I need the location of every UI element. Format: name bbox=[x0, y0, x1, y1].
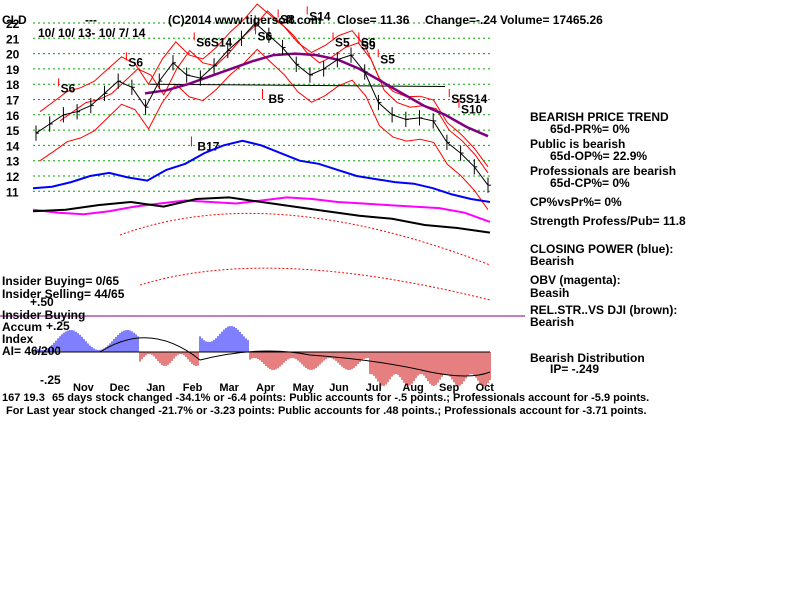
dashes: --- bbox=[85, 13, 97, 27]
cpvspr-value: CP%vsPr%= 0% bbox=[530, 195, 622, 209]
symbol: CLD bbox=[2, 13, 27, 27]
cp-value: 65d-CP%= 0% bbox=[550, 176, 630, 190]
close-value: Close= 11.36 bbox=[337, 13, 410, 27]
moving-average bbox=[144, 52, 489, 138]
month-label: Jan bbox=[146, 382, 165, 394]
price-line bbox=[35, 22, 489, 186]
accum-label: Accum bbox=[2, 320, 43, 334]
support-line bbox=[149, 83, 446, 87]
strength-value: Strength Profess/Pub= 11.8 bbox=[530, 214, 686, 228]
change-value: Change=-.24 bbox=[425, 13, 497, 27]
sell-signal-label: S5 bbox=[380, 52, 395, 66]
sell-signal-label: S9 bbox=[361, 38, 376, 52]
month-label: Apr bbox=[256, 382, 276, 394]
insider-label: Insider Buying bbox=[2, 308, 86, 322]
public-state: Public is bearish bbox=[530, 137, 626, 151]
accum-line bbox=[99, 337, 491, 377]
y-tick-label: 14 bbox=[6, 139, 20, 153]
sell-signal-label: S14 bbox=[309, 9, 331, 23]
obv-state: Beasih bbox=[530, 286, 570, 300]
footer-line-1: 65 days stock changed -34.1% or -6.4 poi… bbox=[52, 392, 650, 404]
y-tick-label: 15 bbox=[6, 124, 20, 138]
sell-signal-label: S5S14 bbox=[451, 92, 487, 106]
relstr-line bbox=[32, 196, 491, 234]
y-tick-label: 17 bbox=[6, 94, 20, 108]
month-label: Mar bbox=[219, 382, 239, 394]
y-tick-label: 11 bbox=[6, 185, 19, 199]
month-label: Feb bbox=[183, 382, 203, 394]
insider-selling: Insider Selling= 44/65 bbox=[2, 287, 125, 301]
trend-title: BEARISH PRICE TREND bbox=[530, 110, 669, 124]
lower-band bbox=[39, 48, 489, 210]
op-value: 65d-OP%= 22.9% bbox=[550, 149, 648, 163]
professionals-state: Professionals are bearish bbox=[530, 164, 677, 178]
relstr-trend bbox=[139, 267, 491, 301]
sell-signal-label: S6 bbox=[61, 81, 76, 95]
month-label: Dec bbox=[110, 382, 130, 394]
sell-signal-label: S6 bbox=[361, 35, 376, 49]
obv-line bbox=[32, 196, 491, 223]
sell-signal-label: S10 bbox=[461, 103, 483, 117]
insider-buying: Insider Buying= 0/65 bbox=[2, 274, 120, 288]
copyright: (C)2014 www.tigersoft.com bbox=[168, 13, 322, 27]
y-tick-label: 21 bbox=[6, 32, 20, 46]
footer-line-2: For Last year stock changed -21.7% or -3… bbox=[6, 405, 647, 417]
y-tick-label: 18 bbox=[6, 78, 20, 92]
inner-band bbox=[59, 10, 489, 174]
closing-power-label: CLOSING POWER (blue): bbox=[530, 242, 674, 256]
month-label: May bbox=[293, 382, 315, 394]
footer-prefix: 167 19.3 bbox=[2, 392, 45, 404]
cp-trend bbox=[119, 212, 491, 266]
obv-label: OBV (magenta): bbox=[530, 273, 621, 287]
accum-tick-neg: -.25 bbox=[40, 373, 61, 387]
y-tick-label: 13 bbox=[6, 155, 20, 169]
closing-power-line bbox=[32, 139, 491, 203]
closing-power-state: Bearish bbox=[530, 254, 575, 268]
index-label: Index bbox=[2, 332, 34, 346]
sell-signal-label: S5 bbox=[335, 35, 350, 49]
month-label: Sep bbox=[439, 382, 459, 394]
y-tick-label: 16 bbox=[6, 109, 20, 123]
month-label: Nov bbox=[73, 382, 95, 394]
sell-signal-label: S8 bbox=[280, 12, 295, 26]
sell-signal-label: S6 bbox=[128, 55, 143, 69]
y-tick-label: 22 bbox=[6, 17, 20, 31]
pr-value: 65d-PR%= 0% bbox=[550, 122, 630, 136]
volume-value: Volume= 17465.26 bbox=[500, 13, 603, 27]
ai-value: AI= 46/200 bbox=[2, 344, 62, 358]
distribution-label: Bearish Distribution bbox=[530, 351, 645, 365]
y-tick-label: 19 bbox=[6, 63, 20, 77]
month-label: Jul bbox=[366, 382, 382, 394]
buy-signal-label: B5 bbox=[268, 92, 284, 106]
relstr-state: Bearish bbox=[530, 315, 575, 329]
relstr-label: REL.STR..VS DJI (brown): bbox=[530, 303, 678, 317]
sell-signal-label: S6S14 bbox=[196, 35, 232, 49]
y-tick-label: 20 bbox=[6, 48, 20, 62]
accum-tick-pos: +.25 bbox=[46, 319, 70, 333]
y-tick-label: 12 bbox=[6, 170, 20, 184]
sell-signal-label: S6 bbox=[258, 29, 273, 43]
upper-band bbox=[39, 3, 489, 168]
month-label: Oct bbox=[476, 382, 495, 394]
month-label: Jun bbox=[329, 382, 349, 394]
date-range: 10/ 10/ 13- 10/ 7/ 14 bbox=[38, 26, 146, 40]
ip-value: IP= -.249 bbox=[550, 362, 600, 376]
insider-tick: +.50 bbox=[30, 295, 54, 309]
